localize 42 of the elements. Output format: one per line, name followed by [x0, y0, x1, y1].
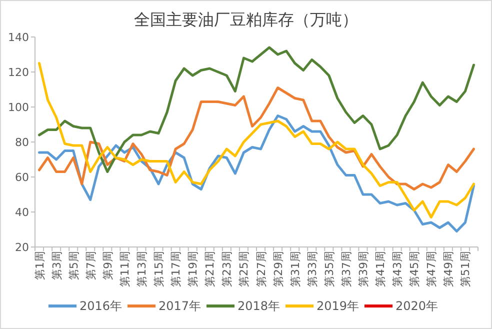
line-series — [38, 62, 475, 218]
x-tick-label: 第1周 — [33, 251, 46, 280]
x-tick-label: 第7周 — [84, 251, 98, 280]
x-tick-label: 第3周 — [50, 251, 64, 280]
x-tick-label: 第15周 — [152, 251, 166, 287]
y-tick-label: 60 — [15, 171, 29, 184]
y-tick-label: 40 — [15, 206, 29, 219]
x-tick-label: 第17周 — [170, 251, 183, 287]
x-tick-label: 第41周 — [374, 251, 388, 287]
legend-label: 2019年 — [316, 299, 360, 313]
x-tick-label: 第9周 — [101, 251, 114, 280]
chart-title: 全国主要油厂豆粕库存（万吨） — [134, 10, 358, 29]
x-tick-label: 第37周 — [340, 251, 353, 287]
x-tick-label: 第23周 — [220, 251, 234, 287]
x-tick-label: 第21周 — [204, 251, 217, 287]
legend-label: 2016年 — [80, 299, 122, 313]
x-tick-label: 第33周 — [306, 251, 319, 287]
x-tick-label: 第11周 — [118, 251, 132, 287]
x-tick-label: 第39周 — [356, 251, 370, 287]
y-tick-label: 140 — [8, 31, 29, 44]
x-tick-label: 第47周 — [425, 251, 438, 287]
y-tick-label: 80 — [15, 136, 29, 149]
x-tick-label: 第35周 — [322, 251, 336, 287]
x-tick-label: 第25周 — [238, 251, 251, 287]
x-tick-label: 第43周 — [391, 251, 404, 287]
y-tick-label: 100 — [8, 101, 29, 114]
line-series — [38, 86, 475, 190]
line-series — [38, 46, 475, 173]
y-tick-label: 120 — [8, 66, 29, 79]
x-tick-label: 第13周 — [135, 251, 148, 287]
x-tick-label: 第31周 — [288, 251, 302, 287]
x-tick-label: 第49周 — [442, 251, 456, 287]
x-tick-label: 第51周 — [459, 251, 472, 287]
x-tick-label: 第45周 — [408, 251, 422, 287]
x-tick-label: 第5周 — [67, 251, 80, 280]
x-tick-label: 第27周 — [254, 251, 268, 287]
legend-label: 2017年 — [158, 299, 202, 313]
legend-label: 2018年 — [238, 299, 280, 313]
legend-label: 2020年 — [396, 299, 438, 313]
x-tick-label: 第19周 — [186, 251, 200, 287]
y-tick-label: 20 — [15, 241, 29, 254]
x-tick-label: 第29周 — [272, 251, 285, 287]
